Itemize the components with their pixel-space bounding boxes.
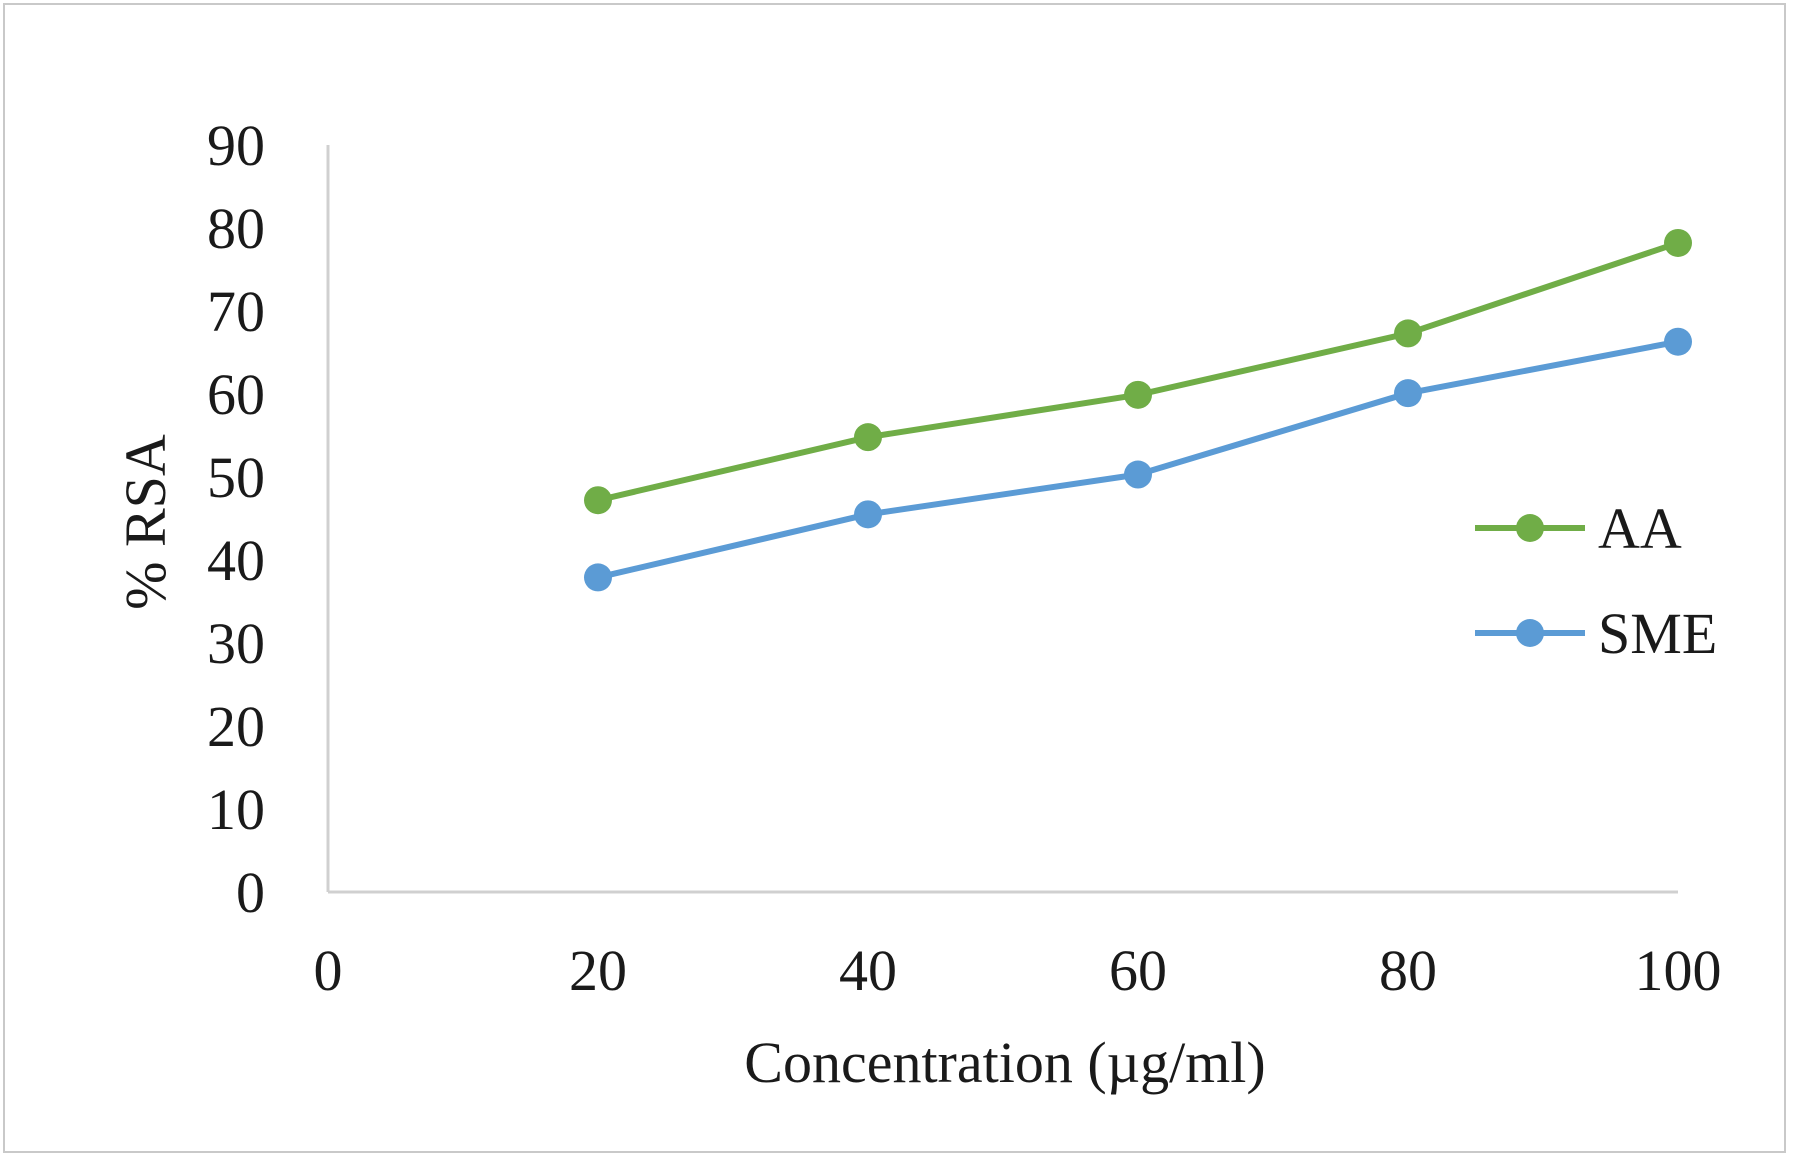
axes <box>326 145 1678 894</box>
y-tick-label: 0 <box>236 860 265 925</box>
x-tick-label: 100 <box>1635 938 1722 1003</box>
legend-label: AA <box>1598 496 1682 561</box>
y-tick-label: 40 <box>207 528 265 593</box>
x-tick-label: 20 <box>569 938 627 1003</box>
y-tick-label: 20 <box>207 694 265 759</box>
data-point <box>1394 319 1422 348</box>
legend-marker <box>1516 619 1544 647</box>
legend: AA SME <box>1475 496 1717 666</box>
x-tick-labels: 0 20 40 60 80 100 <box>314 938 1722 1003</box>
y-tick-label: 60 <box>207 362 265 427</box>
y-tick-label: 30 <box>207 611 265 676</box>
data-point <box>584 486 612 515</box>
x-tick-label: 0 <box>314 938 343 1003</box>
chart-frame <box>3 3 1786 1153</box>
y-tick-label: 10 <box>207 777 265 842</box>
y-tick-label: 70 <box>207 279 265 344</box>
data-point <box>1394 379 1422 408</box>
legend-item-sme: SME <box>1475 601 1717 666</box>
y-axis-title: % RSA <box>113 434 178 610</box>
x-tick-label: 40 <box>839 938 897 1003</box>
x-tick-label: 60 <box>1109 938 1167 1003</box>
x-axis-title: Concentration (µg/ml) <box>744 1030 1265 1095</box>
data-point <box>1664 228 1692 257</box>
y-tick-labels: 0 10 20 30 40 50 60 70 80 90 <box>207 113 265 925</box>
series-aa <box>584 228 1692 515</box>
legend-label: SME <box>1598 601 1717 666</box>
data-point <box>584 563 612 592</box>
data-point <box>1124 460 1152 489</box>
x-tick-label: 80 <box>1379 938 1437 1003</box>
legend-item-aa: AA <box>1475 496 1682 561</box>
y-tick-label: 90 <box>207 113 265 178</box>
data-point <box>1124 380 1152 409</box>
data-point <box>854 423 882 452</box>
data-point <box>1664 327 1692 356</box>
legend-marker <box>1516 514 1544 542</box>
y-tick-label: 80 <box>207 196 265 261</box>
series-layer <box>584 228 1692 592</box>
series-sme <box>584 327 1692 592</box>
data-point <box>854 500 882 529</box>
y-tick-label: 50 <box>207 445 265 510</box>
